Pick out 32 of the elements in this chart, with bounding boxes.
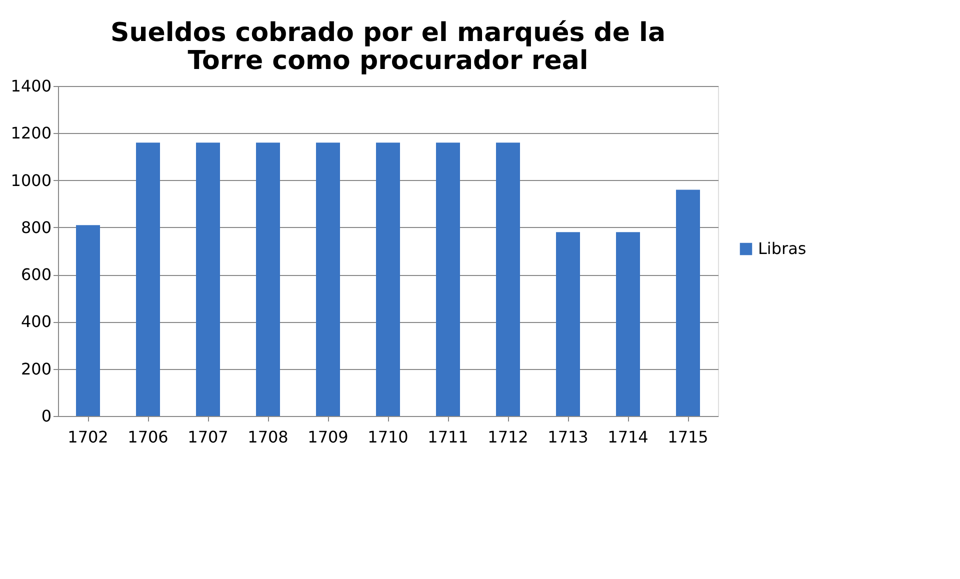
- x-tick-label: 1710: [368, 428, 408, 446]
- y-tick-label: 800: [20, 218, 52, 237]
- x-tick-label: 1714: [608, 428, 648, 446]
- bar: [676, 190, 700, 416]
- bar: [436, 142, 460, 416]
- bar: [316, 142, 340, 416]
- x-tick-label: 1702: [68, 428, 108, 446]
- bar: [196, 142, 220, 416]
- bar: [496, 142, 520, 416]
- y-tick-label: 400: [20, 312, 52, 332]
- x-tick-label: 1709: [308, 428, 348, 446]
- bar: [556, 232, 580, 416]
- bar: [136, 142, 160, 416]
- bar: [376, 142, 400, 416]
- y-tick-label: 1200: [10, 124, 52, 143]
- y-tick-label: 600: [20, 265, 52, 284]
- bar: [76, 225, 100, 416]
- chart-title: Sueldos cobrado por el marqués de la Torre como procurador real: [110, 18, 666, 76]
- y-tick-label: 1000: [10, 170, 52, 190]
- x-tick-label: 1708: [248, 428, 288, 446]
- x-tick-label: 1711: [428, 428, 468, 446]
- legend-label: Libras: [758, 239, 806, 258]
- x-tick-label: 1713: [548, 428, 588, 446]
- x-tick-label: 1706: [128, 428, 168, 446]
- y-tick-label: 1400: [10, 76, 52, 96]
- y-tick-label: 0: [41, 406, 52, 426]
- x-tick-label: 1707: [188, 428, 228, 446]
- bar: [616, 232, 640, 416]
- x-tick-label: 1715: [668, 428, 708, 446]
- x-tick-label: 1712: [488, 428, 528, 446]
- bar: [256, 142, 280, 416]
- y-tick-label: 200: [20, 359, 52, 378]
